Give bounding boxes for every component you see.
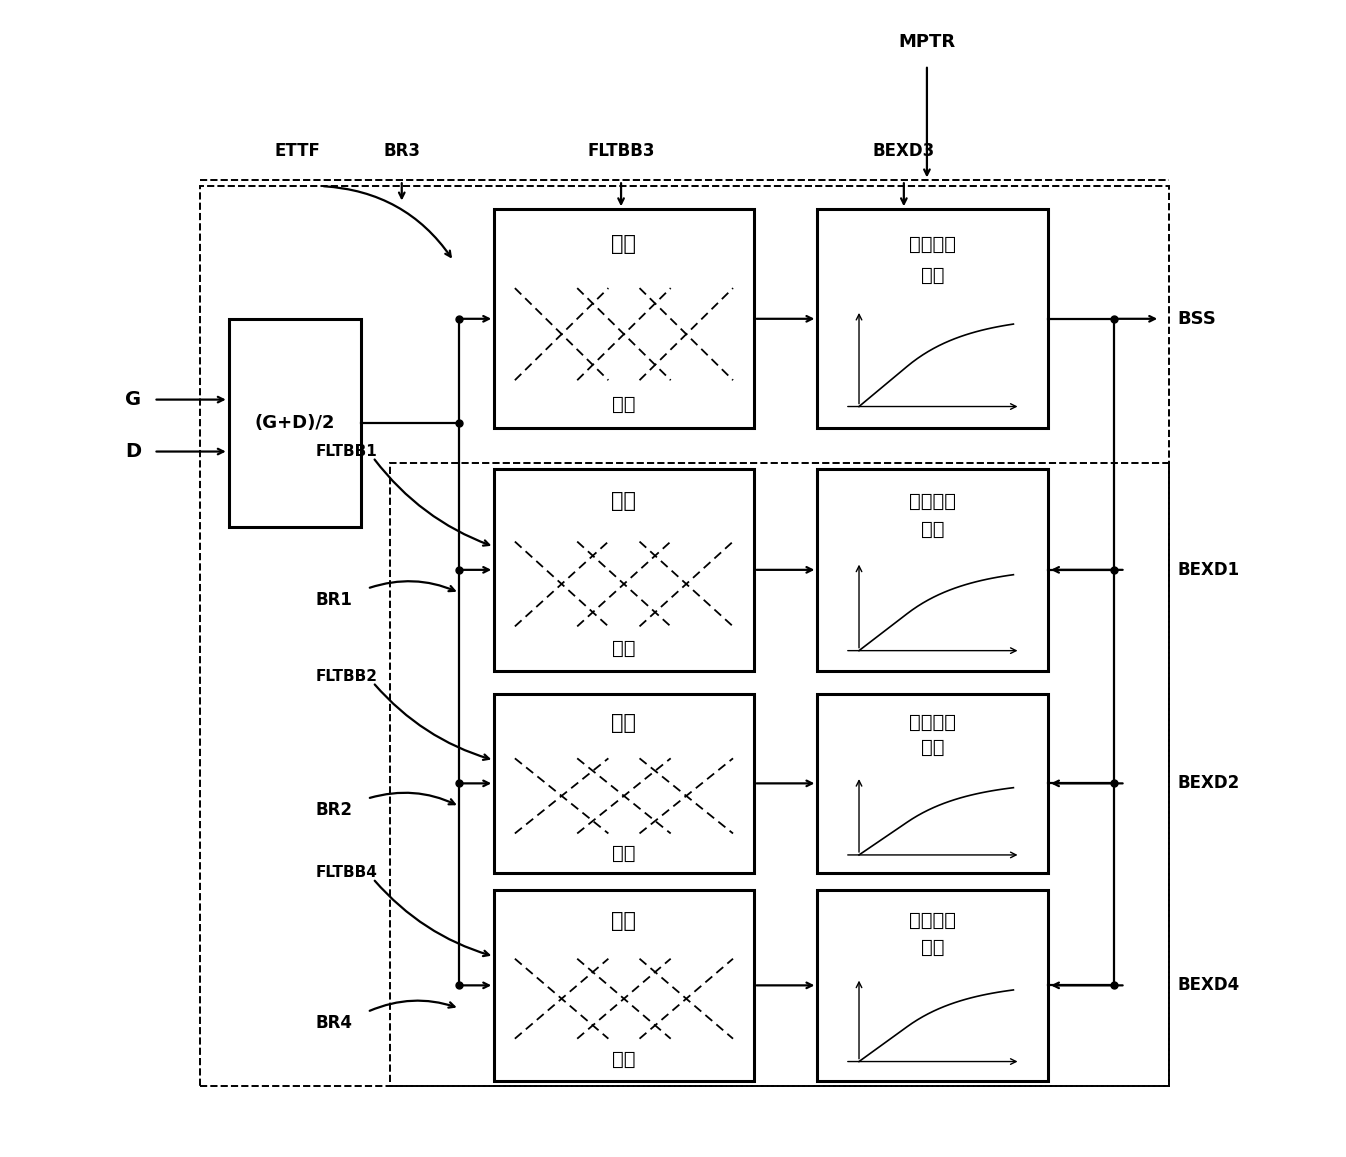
Bar	[494, 890, 754, 1081]
Text: BEXD3: BEXD3	[872, 142, 935, 161]
Text: BEXD1: BEXD1	[1178, 561, 1240, 578]
Text: ETTF: ETTF	[275, 142, 320, 161]
Bar	[817, 469, 1049, 671]
Text: 滤波: 滤波	[611, 234, 637, 255]
Text: FLTBB2: FLTBB2	[315, 669, 377, 684]
Text: FLTBB4: FLTBB4	[315, 865, 377, 880]
Bar	[817, 209, 1049, 428]
Text: BSS: BSS	[1178, 310, 1217, 327]
Text: BR3: BR3	[384, 142, 420, 161]
Text: BEXD2: BEXD2	[1178, 774, 1240, 793]
Text: BR4: BR4	[315, 1015, 353, 1032]
Text: BR2: BR2	[315, 801, 353, 819]
Text: G: G	[125, 390, 141, 410]
Text: 高通: 高通	[612, 1051, 635, 1069]
Bar	[817, 890, 1049, 1081]
Text: BEXD4: BEXD4	[1178, 977, 1240, 994]
Text: 滤波: 滤波	[611, 713, 637, 732]
Text: 动态范围: 动态范围	[909, 235, 956, 253]
Text: D: D	[125, 442, 141, 460]
Text: 动态范围: 动态范围	[909, 713, 956, 732]
Text: 压缩: 压缩	[921, 519, 945, 539]
Bar	[494, 209, 754, 428]
Text: BR1: BR1	[315, 591, 353, 609]
Bar	[390, 463, 1170, 1086]
Text: 压缩: 压缩	[921, 738, 945, 757]
Text: 带通: 带通	[612, 639, 635, 658]
Text: 滤波: 滤波	[611, 492, 637, 511]
Text: FLTBB1: FLTBB1	[315, 444, 377, 459]
Text: 压缩: 压缩	[921, 265, 945, 285]
Text: 压缩: 压缩	[921, 938, 945, 957]
Text: MPTR: MPTR	[898, 32, 956, 51]
Bar	[199, 186, 1170, 1086]
Text: 低通: 低通	[612, 395, 635, 414]
Bar	[494, 469, 754, 671]
Bar	[494, 694, 754, 872]
Bar	[817, 694, 1049, 872]
Text: 滤波: 滤波	[611, 911, 637, 930]
Text: 动态范围: 动态范围	[909, 911, 956, 930]
Text: FLTBB3: FLTBB3	[587, 142, 654, 161]
Bar	[229, 319, 361, 526]
Text: (G+D)/2: (G+D)/2	[254, 414, 335, 432]
Text: 带通: 带通	[612, 843, 635, 863]
Text: 动态范围: 动态范围	[909, 492, 956, 510]
